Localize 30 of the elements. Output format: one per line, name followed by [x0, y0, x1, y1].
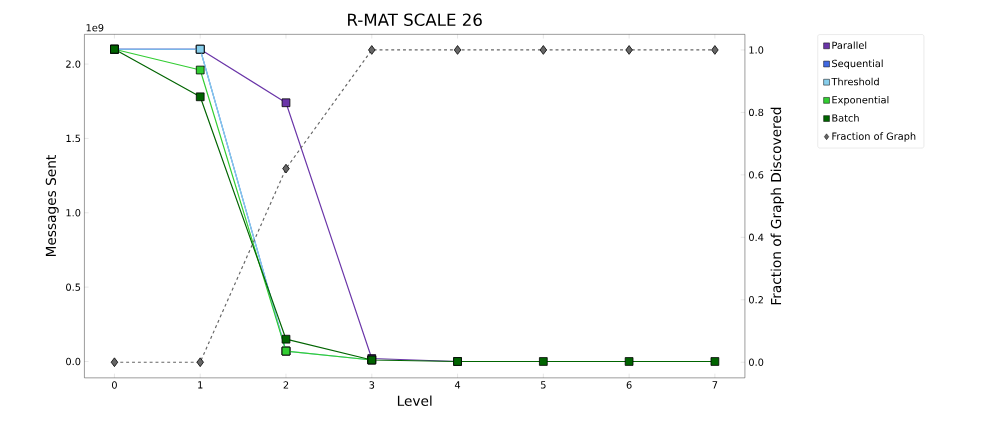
y2-tick-label: 0.8: [749, 108, 764, 117]
y-tick-label: 0.5: [66, 283, 81, 291]
x-axis-title: Level: [397, 395, 432, 407]
chart-title: R-MAT SCALE 26: [348, 13, 482, 27]
x-tick-label: 4: [454, 381, 461, 389]
y2-tick-label: 1.0: [749, 46, 764, 54]
legend-label: Sequential: [832, 59, 883, 70]
y2-tick-label: 0.2: [749, 296, 763, 304]
y2-tick-label: 0.0: [749, 358, 764, 366]
legend-label: Parallel: [832, 41, 867, 50]
x-tick-label: 6: [626, 381, 632, 389]
x-tick-label: 2: [283, 381, 289, 389]
y-axis-title: Messages Sent: [45, 155, 59, 257]
legend-label: Batch: [832, 114, 859, 122]
legend-label: Exponential: [832, 95, 889, 106]
x-tick-label: 1: [198, 381, 203, 389]
y2-axis-title: Fraction of Graph Discovered: [770, 107, 784, 305]
y2-tick-label: 0.4: [749, 233, 764, 242]
y-tick-label: 0.0: [66, 357, 81, 366]
legend-label: Threshold: [831, 77, 879, 86]
y-tick-label: 1.5: [66, 134, 81, 143]
legend-label: Fraction of Graph: [832, 132, 916, 142]
x-tick-label: 0: [111, 381, 117, 389]
x-tick-label: 5: [540, 381, 546, 389]
x-tick-label: 3: [369, 381, 375, 389]
y2-tick-label: 0.6: [749, 171, 764, 179]
y-tick-label: 1.0: [66, 209, 81, 217]
y-tick-label: 2.0: [66, 60, 81, 68]
x-tick-label: 7: [712, 381, 718, 389]
text: 1e9: [86, 24, 104, 32]
